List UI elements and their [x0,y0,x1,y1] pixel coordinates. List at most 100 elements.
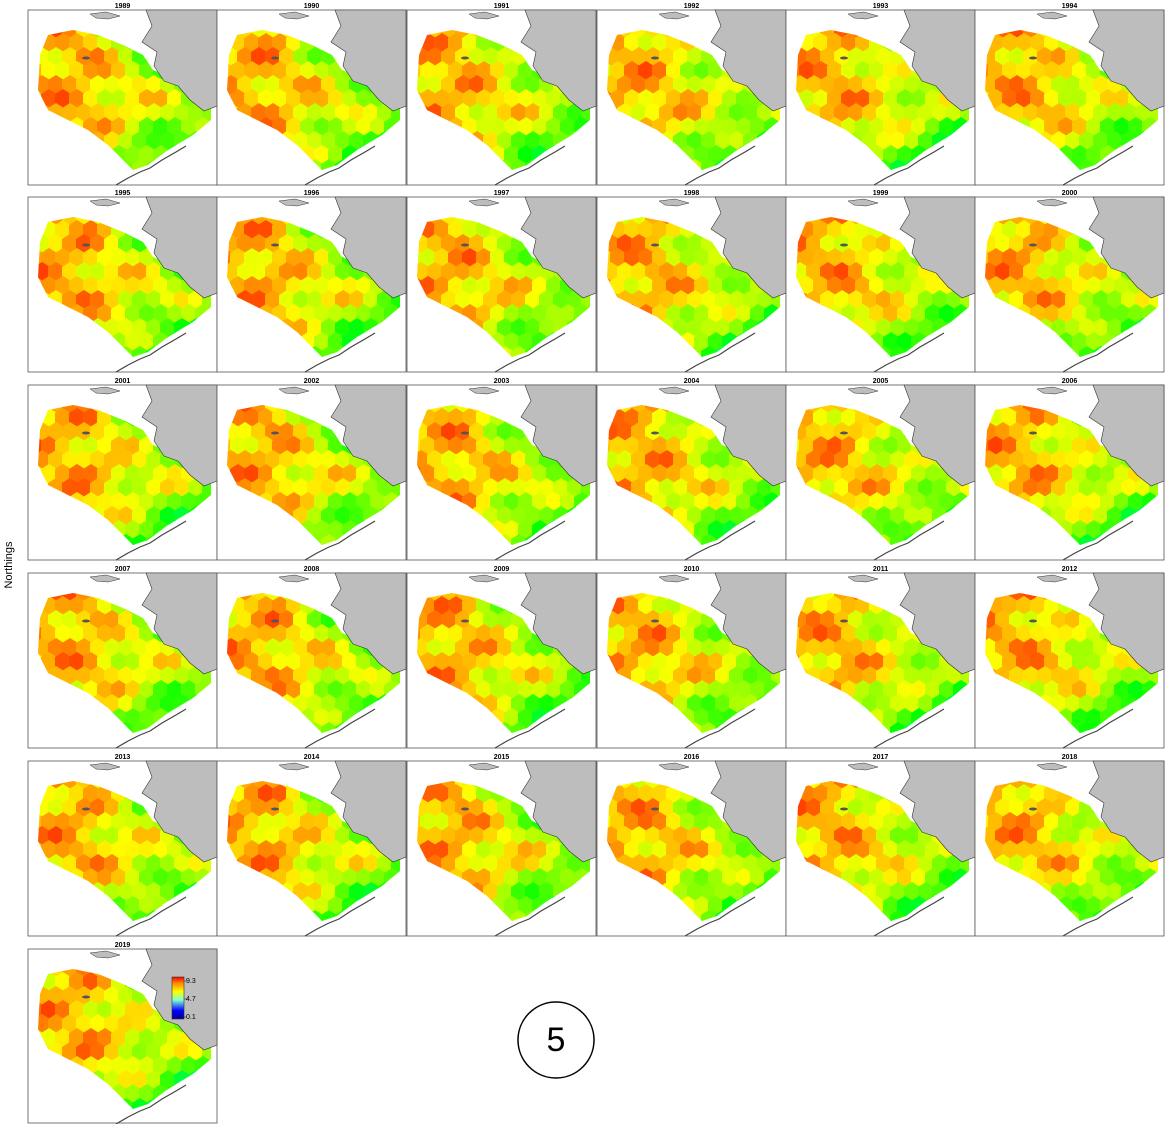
cell [532,680,548,699]
cell [251,638,267,657]
cell [869,89,885,108]
cell [300,652,316,671]
cell [55,276,71,295]
cell [1044,464,1060,483]
cell [645,290,661,309]
cell [55,61,71,80]
cell [1023,290,1039,309]
cell [1051,450,1067,469]
cell [476,652,492,671]
cell [349,290,365,309]
cell [181,492,197,511]
cell [827,61,843,80]
cell [645,234,661,253]
cell [41,464,57,483]
cell [820,75,836,94]
cell [462,652,478,671]
cell [441,798,457,817]
cell [349,882,365,901]
cell [125,61,141,80]
cell [76,262,92,281]
cell [272,248,288,267]
cell [876,610,892,629]
cell [631,593,647,601]
cell [38,234,50,253]
cell [90,478,106,497]
cell [132,854,148,873]
cell [673,422,689,441]
cell [1079,478,1095,497]
land [1088,572,1165,675]
lake [651,243,659,247]
cell [363,103,379,122]
cell [427,610,443,629]
cell [680,117,696,136]
cell [631,450,647,469]
cell [1058,464,1074,483]
cell [321,131,337,150]
cell [539,666,555,685]
cell [1100,464,1116,483]
cell [160,694,176,713]
cell [76,610,92,629]
cell [876,234,892,253]
coastline [684,520,756,561]
map-panel: 1998 [596,190,787,373]
cell [1114,464,1130,483]
cell [293,666,309,685]
cell [876,422,892,441]
cell [694,436,710,455]
cell [827,596,843,615]
cell [813,596,829,615]
cell [139,492,155,511]
cell [1016,220,1032,239]
cell [539,131,555,150]
cell [645,75,661,94]
cell [139,145,155,164]
cell [525,478,541,497]
coastline [115,520,187,561]
cell [104,262,120,281]
cell [251,422,267,441]
cell [890,478,906,497]
cell [272,464,288,483]
cell [342,89,358,108]
coastline [684,708,756,749]
cell [328,652,344,671]
cell [314,520,330,539]
island [278,574,310,583]
cell [631,262,647,281]
map-panel: 2011 [785,566,976,749]
cell [38,610,50,629]
cell [1121,478,1137,497]
cell [227,422,239,441]
cell [230,61,246,80]
land [330,384,407,487]
cell [1093,638,1109,657]
cell [328,520,344,539]
cell [504,492,520,511]
cell [434,220,450,239]
cell [251,290,267,309]
cell [687,610,703,629]
cell [104,666,120,685]
cell [701,290,717,309]
cell [799,89,815,108]
cell [939,680,955,699]
cell [607,638,619,657]
cell [1016,624,1032,643]
cell [820,262,836,281]
panel-year: 2006 [1062,378,1078,385]
cell [525,75,541,94]
cell [546,492,562,511]
cell [813,220,829,239]
cell [237,422,253,441]
cell [687,47,703,66]
cell [610,624,626,643]
cell [90,666,106,685]
cell [652,89,668,108]
cell [448,33,464,52]
cell [827,89,843,108]
cell [497,450,513,469]
cell [645,217,661,225]
